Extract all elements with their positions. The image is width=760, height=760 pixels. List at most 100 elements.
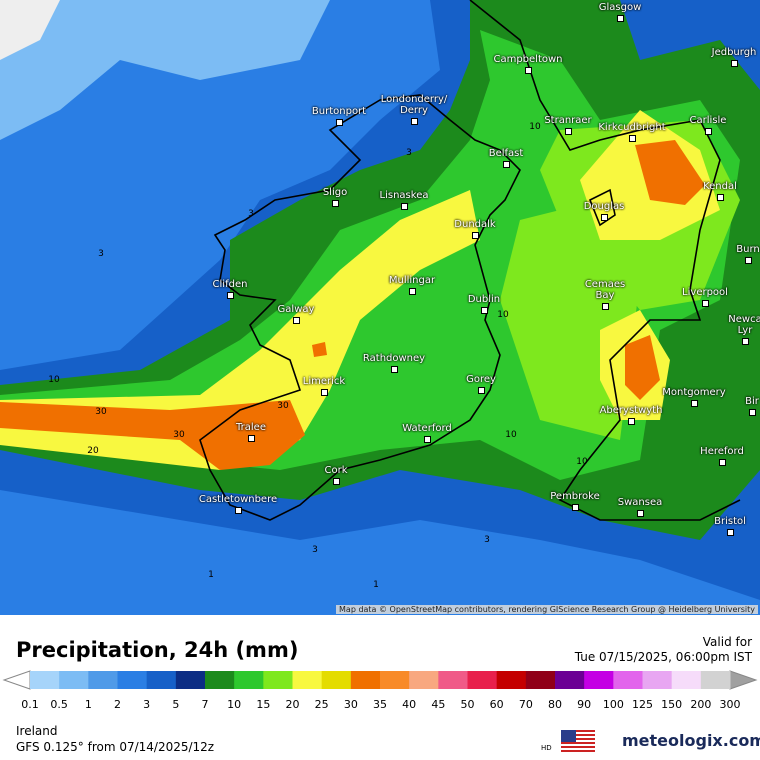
city-marker (332, 200, 339, 207)
city-label: Glasgow (598, 2, 642, 13)
city-marker (717, 194, 724, 201)
contour-label: 1 (208, 570, 214, 580)
contour-label: 20 (87, 446, 99, 456)
legend-value: 2 (114, 698, 121, 708)
hd-icon[interactable]: HD (541, 744, 552, 752)
city-marker (248, 435, 255, 442)
legend-swatch (380, 671, 410, 689)
legend-swatch (263, 671, 293, 689)
legend-swatch (467, 671, 498, 689)
legend-swatch (350, 671, 381, 689)
legend-swatch (438, 671, 468, 689)
city-marker (602, 303, 609, 310)
legend-value: 200 (690, 698, 711, 708)
contour-label: 10 (505, 430, 517, 440)
contour-label: 3 (248, 209, 254, 219)
contour-label: 30 (173, 430, 185, 440)
city-label: Montgomery (662, 387, 726, 398)
legend-value: 10 (227, 698, 241, 708)
city-label: Galway (277, 304, 315, 315)
contour-label: 10 (48, 375, 60, 385)
city-marker (749, 409, 756, 416)
city-marker (391, 366, 398, 373)
city-label: Rathdowney (362, 353, 426, 364)
city-label: Cemaes Bay (584, 279, 626, 301)
city-label: Kirkcudbright (598, 122, 666, 133)
city-marker (481, 307, 488, 314)
city-label: Londonderry/ Derry (380, 94, 448, 116)
city-label: Swansea (617, 497, 663, 508)
brand[interactable]: meteologix.com (622, 731, 760, 750)
legend-swatch (642, 671, 673, 689)
city-label: Cork (324, 465, 348, 476)
legend-value: 90 (577, 698, 591, 708)
city-label: Jedburgh (711, 47, 757, 58)
city-marker (572, 504, 579, 511)
legend-swatch (409, 671, 439, 689)
contour-label: 30 (95, 407, 107, 417)
contour-label: 10 (529, 122, 541, 132)
region: Ireland (16, 724, 58, 738)
city-marker (411, 118, 418, 125)
city-label: Lisnaskea (379, 190, 429, 201)
city-label: Dublin (467, 294, 501, 305)
legend-arrow-low (2, 670, 31, 690)
city-label: Kendal (703, 181, 737, 192)
legend-swatch (700, 671, 731, 689)
city-marker (617, 15, 624, 22)
legend-value: 7 (202, 698, 209, 708)
city-label: Pembroke (550, 491, 600, 502)
city-label: Waterford (402, 423, 452, 434)
legend-swatch (175, 671, 206, 689)
legend-value: 1 (85, 698, 92, 708)
legend-swatch (671, 671, 702, 689)
city-marker (742, 338, 749, 345)
city-label: Mullingar (388, 275, 436, 286)
city-marker (705, 128, 712, 135)
city-label: Carlisle (689, 115, 727, 126)
city-label: Stranraer (544, 115, 592, 126)
contour-label: 3 (98, 249, 104, 259)
legend-value: 15 (256, 698, 270, 708)
city-marker (409, 288, 416, 295)
city-marker (745, 257, 752, 264)
contour-label: 3 (312, 545, 318, 555)
city-label: Newca Lyr (728, 314, 760, 336)
contour-label: 30 (277, 401, 289, 411)
city-label: Douglas (583, 201, 625, 212)
city-marker (235, 507, 242, 514)
contour-label: 3 (406, 148, 412, 158)
city-label: Gorey (466, 374, 496, 385)
legend-swatch (146, 671, 177, 689)
legend-swatch (234, 671, 264, 689)
city-marker (472, 232, 479, 239)
legend-value: 0.5 (50, 698, 68, 708)
legend-value: 40 (402, 698, 416, 708)
city-label: Hereford (700, 446, 744, 457)
contour-label: 1 (373, 580, 379, 590)
city-label: Clifden (212, 279, 248, 290)
city-label: Belfast (488, 148, 524, 159)
legend-swatch (525, 671, 556, 689)
valid-label: Valid for (702, 635, 752, 649)
city-label: Castletownbere (198, 494, 278, 505)
legend-swatch (292, 671, 323, 689)
legend-swatch (613, 671, 643, 689)
legend-value: 70 (519, 698, 533, 708)
city-marker (691, 400, 698, 407)
contour-label: 3 (484, 535, 490, 545)
city-label: Limerick (302, 376, 346, 387)
us-flag[interactable] (561, 730, 595, 752)
city-marker (424, 436, 431, 443)
legend-value: 50 (461, 698, 475, 708)
city-marker (293, 317, 300, 324)
attribution: Map data © OpenStreetMap contributors, r… (336, 605, 758, 614)
city-label: Bristol (714, 516, 746, 527)
city-marker (333, 478, 340, 485)
city-marker (321, 389, 328, 396)
legend-value: 5 (172, 698, 179, 708)
city-marker (336, 119, 343, 126)
city-label: Aberystwyth (599, 405, 663, 416)
city-label: Bir (745, 396, 759, 407)
